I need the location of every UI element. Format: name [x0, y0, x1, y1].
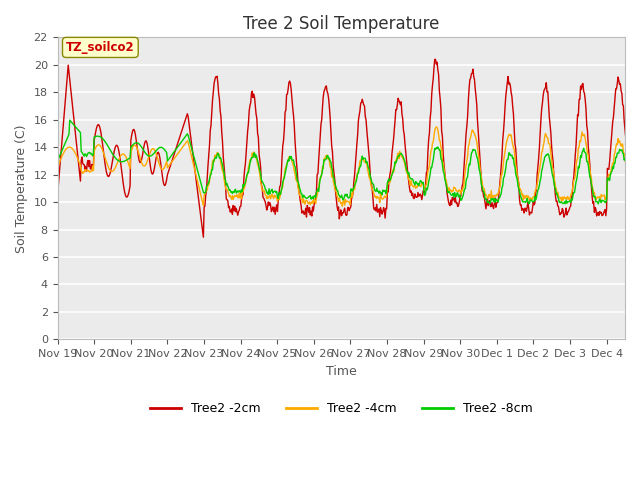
Tree2 -4cm: [54, 165, 61, 170]
Tree2 -2cm: [122, 194, 130, 200]
Tree2 -8cm: [54, 158, 61, 164]
Line: Tree2 -2cm: Tree2 -2cm: [58, 60, 640, 237]
Text: TZ_soilco2: TZ_soilco2: [66, 41, 134, 54]
Tree2 -4cm: [339, 204, 346, 209]
Tree2 -2cm: [282, 108, 290, 113]
Legend: Tree2 -2cm, Tree2 -4cm, Tree2 -8cm: Tree2 -2cm, Tree2 -4cm, Tree2 -8cm: [145, 397, 538, 420]
Tree2 -2cm: [54, 192, 61, 198]
Tree2 -8cm: [123, 157, 131, 163]
Tree2 -8cm: [231, 188, 239, 193]
Line: Tree2 -4cm: Tree2 -4cm: [58, 127, 640, 206]
Tree2 -2cm: [200, 234, 207, 240]
Tree2 -8cm: [445, 189, 452, 195]
Tree2 -2cm: [412, 194, 419, 200]
Tree2 -8cm: [66, 117, 74, 123]
Tree2 -2cm: [231, 204, 239, 209]
Title: Tree 2 Soil Temperature: Tree 2 Soil Temperature: [243, 15, 440, 33]
Tree2 -8cm: [412, 179, 419, 184]
Tree2 -4cm: [445, 185, 453, 191]
Tree2 -8cm: [282, 168, 290, 173]
Y-axis label: Soil Temperature (C): Soil Temperature (C): [15, 124, 28, 252]
X-axis label: Time: Time: [326, 365, 356, 378]
Tree2 -4cm: [259, 188, 267, 194]
Tree2 -4cm: [412, 185, 419, 191]
Tree2 -2cm: [431, 57, 438, 62]
Tree2 -2cm: [445, 202, 453, 207]
Tree2 -8cm: [595, 201, 602, 207]
Tree2 -4cm: [230, 194, 238, 200]
Tree2 -8cm: [260, 181, 268, 187]
Tree2 -4cm: [281, 166, 289, 172]
Line: Tree2 -8cm: Tree2 -8cm: [58, 120, 640, 204]
Tree2 -2cm: [260, 195, 268, 201]
Tree2 -4cm: [122, 155, 130, 160]
Tree2 -4cm: [433, 124, 440, 130]
